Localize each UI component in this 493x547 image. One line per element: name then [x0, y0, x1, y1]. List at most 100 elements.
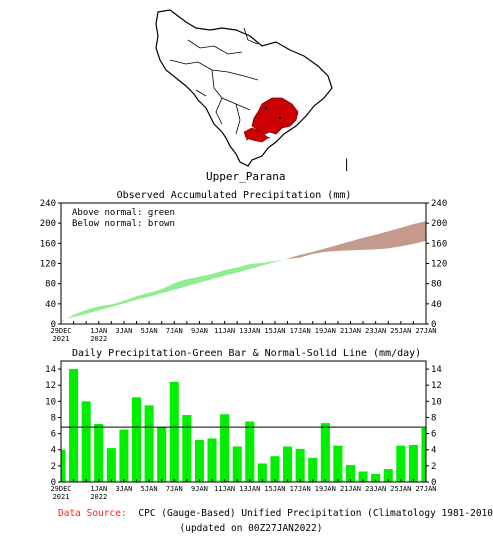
accumulated-xtick-year: 2021	[53, 335, 70, 343]
daily-bar	[220, 414, 230, 482]
cursor-mark: |	[343, 157, 350, 171]
daily-bar	[144, 405, 154, 482]
accumulated-xtick-label: 7JAN	[166, 327, 183, 335]
daily-bar	[345, 465, 356, 482]
accumulated-ytick-label-right: 80	[431, 280, 442, 290]
map-dot-2	[278, 116, 282, 120]
daily-xtick-label: 17JAN	[290, 485, 311, 493]
daily-bar	[396, 445, 406, 482]
above-normal-area	[61, 258, 288, 322]
daily-ytick-label-right: 12	[431, 381, 442, 391]
daily-bar	[157, 427, 167, 482]
daily-bar	[94, 423, 104, 482]
accumulated-xtick-label: 15JAN	[264, 327, 285, 335]
data-source-prefix: Data Source:	[58, 508, 127, 519]
daily-bar	[383, 469, 393, 482]
accumulated-xtick-label: 1JAN	[90, 327, 107, 335]
daily-xtick-year: 2022	[90, 493, 107, 501]
daily-bar	[61, 449, 66, 482]
daily-bar	[257, 463, 267, 482]
accumulated-ytick-label-right: 120	[431, 260, 447, 270]
daily-ytick-label-left: 12	[45, 381, 56, 391]
region-label: Upper_Parana	[206, 170, 285, 183]
accumulated-chart-title: Observed Accumulated Precipitation (mm)	[117, 190, 352, 201]
daily-xtick-label: 29DEC	[50, 485, 71, 493]
accumulated-chart: Observed Accumulated Precipitation (mm) …	[40, 190, 448, 343]
daily-bar	[131, 397, 142, 482]
daily-ytick-label-right: 8	[431, 413, 436, 423]
daily-bar	[119, 429, 129, 482]
daily-ytick-label-left: 2	[51, 462, 56, 472]
accumulated-ytick-label-left: 40	[45, 300, 56, 310]
continent-outline	[155, 9, 333, 167]
below-normal-area	[287, 221, 426, 259]
daily-ytick-label-left: 4	[51, 446, 56, 456]
daily-ytick-label-left: 10	[45, 397, 56, 407]
daily-bar	[106, 448, 116, 482]
accumulated-xtick-label: 19JAN	[315, 327, 336, 335]
daily-chart: Daily Precipitation-Green Bar & Normal-S…	[45, 348, 442, 501]
daily-bar	[182, 415, 192, 482]
accumulated-ytick-label-right: 240	[431, 199, 447, 209]
accumulated-ytick-label-left: 80	[45, 280, 56, 290]
accumulated-ytick-label-left: 200	[40, 219, 56, 229]
daily-xtick-label: 1JAN	[90, 485, 107, 493]
accumulated-ytick-label-left: 0	[51, 320, 56, 330]
accumulated-xtick-label: 23JAN	[365, 327, 386, 335]
daily-ytick-label-right: 0	[431, 478, 436, 488]
daily-xtick-label: 5JAN	[141, 485, 158, 493]
daily-bar	[333, 445, 343, 482]
accumulated-xtick-label: 3JAN	[116, 327, 133, 335]
daily-bar	[283, 446, 293, 482]
daily-bar	[295, 448, 305, 482]
daily-ytick-label-left: 6	[51, 430, 56, 440]
daily-ytick-label-right: 14	[431, 365, 442, 375]
accumulated-xtick-label: 5JAN	[141, 327, 158, 335]
daily-bar	[232, 446, 242, 482]
accumulated-xtick-label: 25JAN	[390, 327, 411, 335]
daily-bar	[421, 427, 426, 482]
daily-bar	[371, 473, 381, 482]
daily-bar	[194, 440, 204, 482]
updated-note: (updated on 00Z27JAN2022)	[180, 523, 323, 534]
accumulated-xtick-label: 29DEC	[50, 327, 71, 335]
accumulated-xtick-label: 17JAN	[290, 327, 311, 335]
daily-ytick-label-left: 8	[51, 413, 56, 423]
upper-parana-region	[251, 97, 299, 135]
daily-bar	[308, 457, 318, 482]
daily-xtick-label: 19JAN	[315, 485, 336, 493]
accumulated-ytick-label-left: 120	[40, 260, 56, 270]
daily-xtick-label: 3JAN	[116, 485, 133, 493]
accumulated-ytick-label-right: 200	[431, 219, 447, 229]
data-source-line: Data Source: CPC (Gauge-Based) Unified P…	[58, 508, 493, 519]
accumulated-xtick-label: 11JAN	[214, 327, 235, 335]
daily-ytick-label-right: 6	[431, 430, 436, 440]
daily-xtick-label: 7JAN	[166, 485, 183, 493]
daily-xtick-label: 9JAN	[191, 485, 208, 493]
daily-bar	[270, 456, 280, 482]
daily-bar	[358, 471, 368, 482]
daily-ytick-label-left: 14	[45, 365, 56, 375]
daily-ytick-label-right: 10	[431, 397, 442, 407]
accumulated-xtick-year: 2022	[90, 335, 107, 343]
daily-bar	[245, 421, 255, 482]
data-source-text: CPC (Gauge-Based) Unified Precipitation …	[138, 508, 493, 519]
daily-bar	[320, 423, 330, 482]
accumulated-ytick-label-left: 240	[40, 199, 56, 209]
daily-xtick-label: 13JAN	[239, 485, 260, 493]
accumulated-xtick-label: 21JAN	[340, 327, 361, 335]
daily-plot-frame	[60, 360, 427, 483]
daily-xtick-label: 27JAN	[415, 485, 436, 493]
daily-ytick-label-right: 4	[431, 446, 436, 456]
daily-bar	[81, 401, 91, 482]
legend-above-normal: Above normal: green	[72, 208, 175, 218]
upper-parana-tail	[243, 127, 269, 143]
accumulated-xtick-label: 27JAN	[415, 327, 436, 335]
daily-bar	[207, 438, 217, 482]
daily-ytick-label-left: 0	[51, 478, 56, 488]
daily-xtick-label: 15JAN	[264, 485, 285, 493]
accumulated-xtick-label: 13JAN	[239, 327, 260, 335]
footer: Data Source: CPC (Gauge-Based) Unified P…	[58, 508, 493, 534]
daily-ytick-label-right: 2	[431, 462, 436, 472]
daily-xtick-label: 25JAN	[390, 485, 411, 493]
